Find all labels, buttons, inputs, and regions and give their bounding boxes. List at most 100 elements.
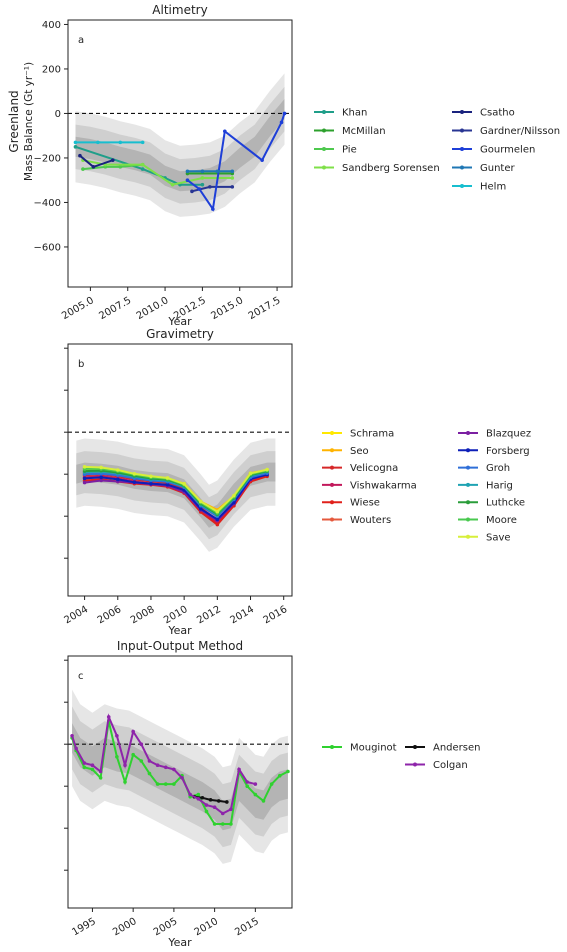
data-point	[229, 807, 233, 812]
data-point	[216, 799, 221, 803]
data-point	[185, 169, 190, 174]
data-point	[140, 140, 145, 145]
data-point	[115, 468, 120, 472]
data-point	[196, 792, 201, 797]
data-point	[74, 746, 78, 751]
data-point	[282, 111, 287, 116]
data-point	[197, 187, 202, 191]
legend-entry: Andersen	[433, 743, 481, 754]
legend-entry: Gardner/Nilsson	[480, 126, 560, 137]
data-point	[198, 507, 203, 511]
legend-entry: Blazquez	[486, 429, 531, 440]
data-point	[223, 129, 227, 134]
data-point	[99, 465, 103, 470]
data-point	[90, 767, 95, 772]
uncertainty-band	[75, 99, 285, 192]
legend-marker	[413, 745, 417, 749]
data-point	[163, 765, 168, 770]
data-point	[200, 176, 205, 180]
chart-title: Gravimetry	[146, 327, 214, 341]
data-point	[172, 767, 176, 772]
legend-marker	[322, 128, 326, 133]
legend-entry: Mouginot	[350, 743, 397, 754]
panel-label: a	[78, 35, 84, 46]
x-tick-label: 2005.0	[60, 295, 96, 322]
data-point	[185, 178, 190, 182]
data-point	[115, 477, 120, 482]
data-point	[147, 771, 152, 776]
y-tick-label: 400	[42, 20, 61, 31]
data-point	[155, 763, 160, 767]
data-point	[232, 493, 236, 498]
legend-entry: Moore	[486, 515, 517, 526]
data-point	[140, 167, 145, 171]
x-tick-label: 2004	[63, 604, 91, 626]
legend-marker	[330, 431, 334, 435]
legend-entry: Vishwakarma	[350, 480, 417, 491]
legend-entry: Wouters	[350, 515, 391, 526]
data-point	[253, 792, 258, 797]
data-point	[118, 165, 123, 169]
data-point	[190, 189, 194, 194]
x-tick-label: 2015	[233, 916, 261, 938]
data-point	[200, 169, 205, 174]
data-point	[115, 734, 119, 738]
legend: Mouginot Andersen Colgan	[322, 743, 481, 771]
y-tick-label: 200	[42, 64, 61, 75]
data-point	[82, 465, 87, 469]
data-point	[215, 169, 220, 174]
legend-entry: Wiese	[350, 498, 380, 509]
data-point	[172, 782, 176, 786]
data-point	[215, 509, 220, 514]
series-line-save	[84, 465, 268, 513]
x-tick-label: 2010	[162, 604, 190, 626]
data-point	[82, 480, 87, 485]
data-point	[260, 158, 264, 162]
x-axis-label: Year	[167, 315, 192, 328]
data-point	[182, 482, 186, 486]
data-point	[165, 476, 170, 480]
legend-marker	[330, 465, 334, 470]
legend-marker	[460, 128, 464, 133]
legend-marker	[330, 482, 334, 487]
data-point	[188, 792, 192, 797]
data-point	[140, 162, 145, 167]
plot-frame	[67, 655, 293, 909]
legend-marker	[330, 517, 334, 522]
data-point	[90, 763, 95, 767]
data-point	[155, 782, 160, 786]
data-point	[279, 120, 284, 125]
data-point	[82, 765, 87, 770]
legend-marker	[466, 517, 470, 522]
data-point	[82, 476, 87, 481]
y-tick-label: 0	[55, 109, 61, 120]
data-point	[204, 803, 209, 807]
data-point	[220, 811, 225, 816]
chart-title: Input-Output Method	[117, 639, 243, 653]
legend: Khan McMillan Pie Sandberg Sorensen Csatho Ga…	[314, 108, 560, 193]
panel-c: Input-Output Method c 1995 2000 2005 2010 2015…	[64, 639, 481, 949]
legend-marker	[460, 110, 464, 114]
data-point	[269, 782, 274, 786]
data-point	[165, 482, 170, 487]
data-point	[212, 822, 217, 826]
data-point	[91, 165, 96, 169]
data-point	[277, 773, 282, 778]
data-point	[147, 759, 152, 763]
panel-label: b	[78, 359, 84, 370]
panel-a: Altimetry a 400 200 0 −200 −400 −600 2005.0 2007.…	[7, 3, 560, 328]
legend-entry: McMillan	[342, 126, 386, 137]
legend-marker	[460, 184, 464, 188]
x-tick-label: 2015.0	[209, 295, 245, 322]
data-point	[149, 481, 153, 486]
x-tick-label: 2007.5	[97, 295, 133, 322]
x-tick-label: 2017.5	[247, 295, 283, 322]
data-point	[123, 763, 127, 767]
legend-marker	[466, 500, 470, 505]
legend-entry: Luthcke	[486, 498, 525, 509]
data-point	[248, 471, 253, 476]
data-point	[208, 185, 212, 189]
legend-marker	[322, 165, 326, 170]
legend-entry: Groh	[486, 463, 510, 474]
x-axis-label: Year	[167, 936, 192, 949]
